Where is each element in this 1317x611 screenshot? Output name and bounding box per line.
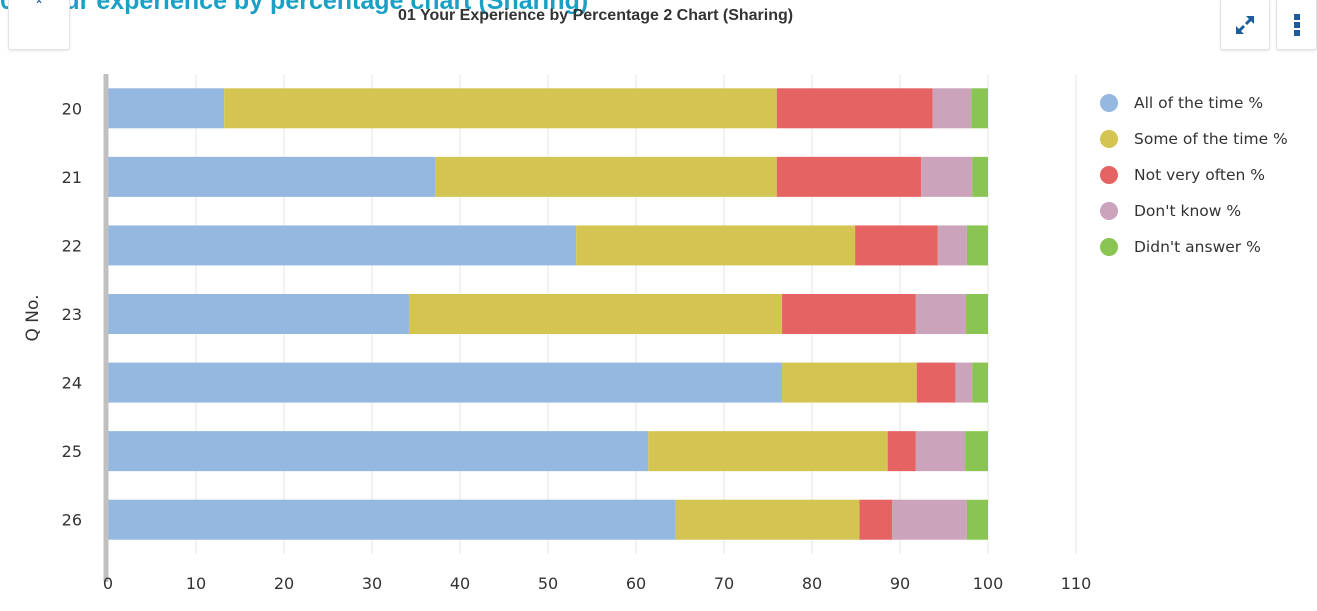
- chart-legend: All of the time % Some of the time % Not v…: [1100, 85, 1288, 265]
- y-tick-label: 20: [62, 99, 82, 118]
- legend-label: All of the time %: [1134, 94, 1264, 112]
- legend-label: Don't know %: [1134, 202, 1242, 220]
- legend-item[interactable]: Didn't answer %: [1100, 229, 1288, 265]
- x-tick-label: 40: [450, 574, 470, 593]
- legend-item[interactable]: Don't know %: [1100, 193, 1288, 229]
- page-heading: 01 Your experience by percentage chart (…: [0, 0, 589, 15]
- bar-segment[interactable]: [675, 499, 860, 540]
- bar-segment[interactable]: [915, 294, 966, 334]
- legend-swatch: [1100, 238, 1118, 256]
- back-button[interactable]: ˆ: [8, 0, 70, 50]
- bar-segment[interactable]: [915, 431, 966, 472]
- bar-segment[interactable]: [966, 294, 988, 334]
- y-tick-label: 22: [62, 236, 82, 255]
- x-tick-label: 80: [802, 574, 822, 593]
- bar-segment[interactable]: [966, 225, 988, 266]
- x-tick-label: 90: [890, 574, 910, 593]
- bar-segment[interactable]: [972, 156, 988, 197]
- kebab-menu-icon: [1293, 13, 1300, 36]
- bar-segment[interactable]: [859, 499, 893, 540]
- bar-segment[interactable]: [435, 156, 777, 197]
- legend-swatch: [1100, 166, 1118, 184]
- x-tick-label: 20: [274, 574, 294, 593]
- bar-segment[interactable]: [971, 88, 988, 129]
- y-axis-title: Q No.: [23, 294, 43, 341]
- bar-segment[interactable]: [108, 431, 649, 472]
- y-tick-label: 24: [62, 374, 82, 393]
- bar-segment[interactable]: [648, 431, 888, 472]
- bar-segment[interactable]: [108, 88, 225, 129]
- bar-segment[interactable]: [887, 431, 916, 472]
- legend-label: Some of the time %: [1134, 130, 1288, 148]
- bar-segment[interactable]: [932, 88, 972, 129]
- x-tick-label: 10: [186, 574, 206, 593]
- bar-segment[interactable]: [108, 225, 577, 266]
- legend-item[interactable]: Not very often %: [1100, 157, 1288, 193]
- bar-segment[interactable]: [892, 499, 967, 540]
- legend-label: Didn't answer %: [1134, 238, 1261, 256]
- y-tick-label: 21: [62, 168, 82, 187]
- bar-segment[interactable]: [776, 156, 922, 197]
- bar-segment[interactable]: [408, 294, 783, 334]
- legend-swatch: [1100, 94, 1118, 112]
- legend-label: Not very often %: [1134, 166, 1266, 184]
- x-tick-label: 30: [362, 574, 382, 593]
- bar-segment[interactable]: [782, 362, 917, 403]
- x-tick-label: 70: [714, 574, 734, 593]
- expand-button[interactable]: [1220, 0, 1270, 50]
- bar-segment[interactable]: [108, 156, 436, 197]
- bar-segment[interactable]: [972, 362, 988, 403]
- bar-segment[interactable]: [855, 225, 938, 266]
- bar-segment[interactable]: [108, 294, 409, 334]
- legend-item[interactable]: Some of the time %: [1100, 121, 1288, 157]
- chevron-up-icon: ˆ: [35, 0, 43, 16]
- bar-segment[interactable]: [576, 225, 856, 266]
- y-tick-label: 26: [62, 511, 82, 530]
- legend-swatch: [1100, 130, 1118, 148]
- x-tick-label: 100: [973, 574, 1004, 593]
- y-tick-label: 23: [62, 305, 82, 324]
- bar-segment[interactable]: [108, 499, 676, 540]
- bar-segment[interactable]: [937, 225, 967, 266]
- y-tick-label: 25: [62, 442, 82, 461]
- bar-segment[interactable]: [916, 362, 956, 403]
- bar-segment[interactable]: [224, 88, 777, 129]
- bar-segment[interactable]: [966, 499, 988, 540]
- bar-segment[interactable]: [965, 431, 988, 472]
- legend-item[interactable]: All of the time %: [1100, 85, 1288, 121]
- bar-segment[interactable]: [776, 88, 933, 129]
- chart-title: 01 Your Experience by Percentage 2 Chart…: [398, 7, 794, 24]
- x-tick-label: 50: [538, 574, 558, 593]
- bar-segment[interactable]: [782, 294, 916, 334]
- expand-arrows-icon: [1235, 15, 1255, 34]
- x-tick-label: 60: [626, 574, 646, 593]
- bar-segment[interactable]: [108, 362, 783, 403]
- legend-swatch: [1100, 202, 1118, 220]
- x-tick-label: 110: [1061, 574, 1092, 593]
- x-tick-label: 0: [103, 574, 113, 593]
- bar-segment[interactable]: [921, 156, 973, 197]
- more-menu-button[interactable]: [1276, 0, 1317, 50]
- bar-segment[interactable]: [955, 362, 973, 403]
